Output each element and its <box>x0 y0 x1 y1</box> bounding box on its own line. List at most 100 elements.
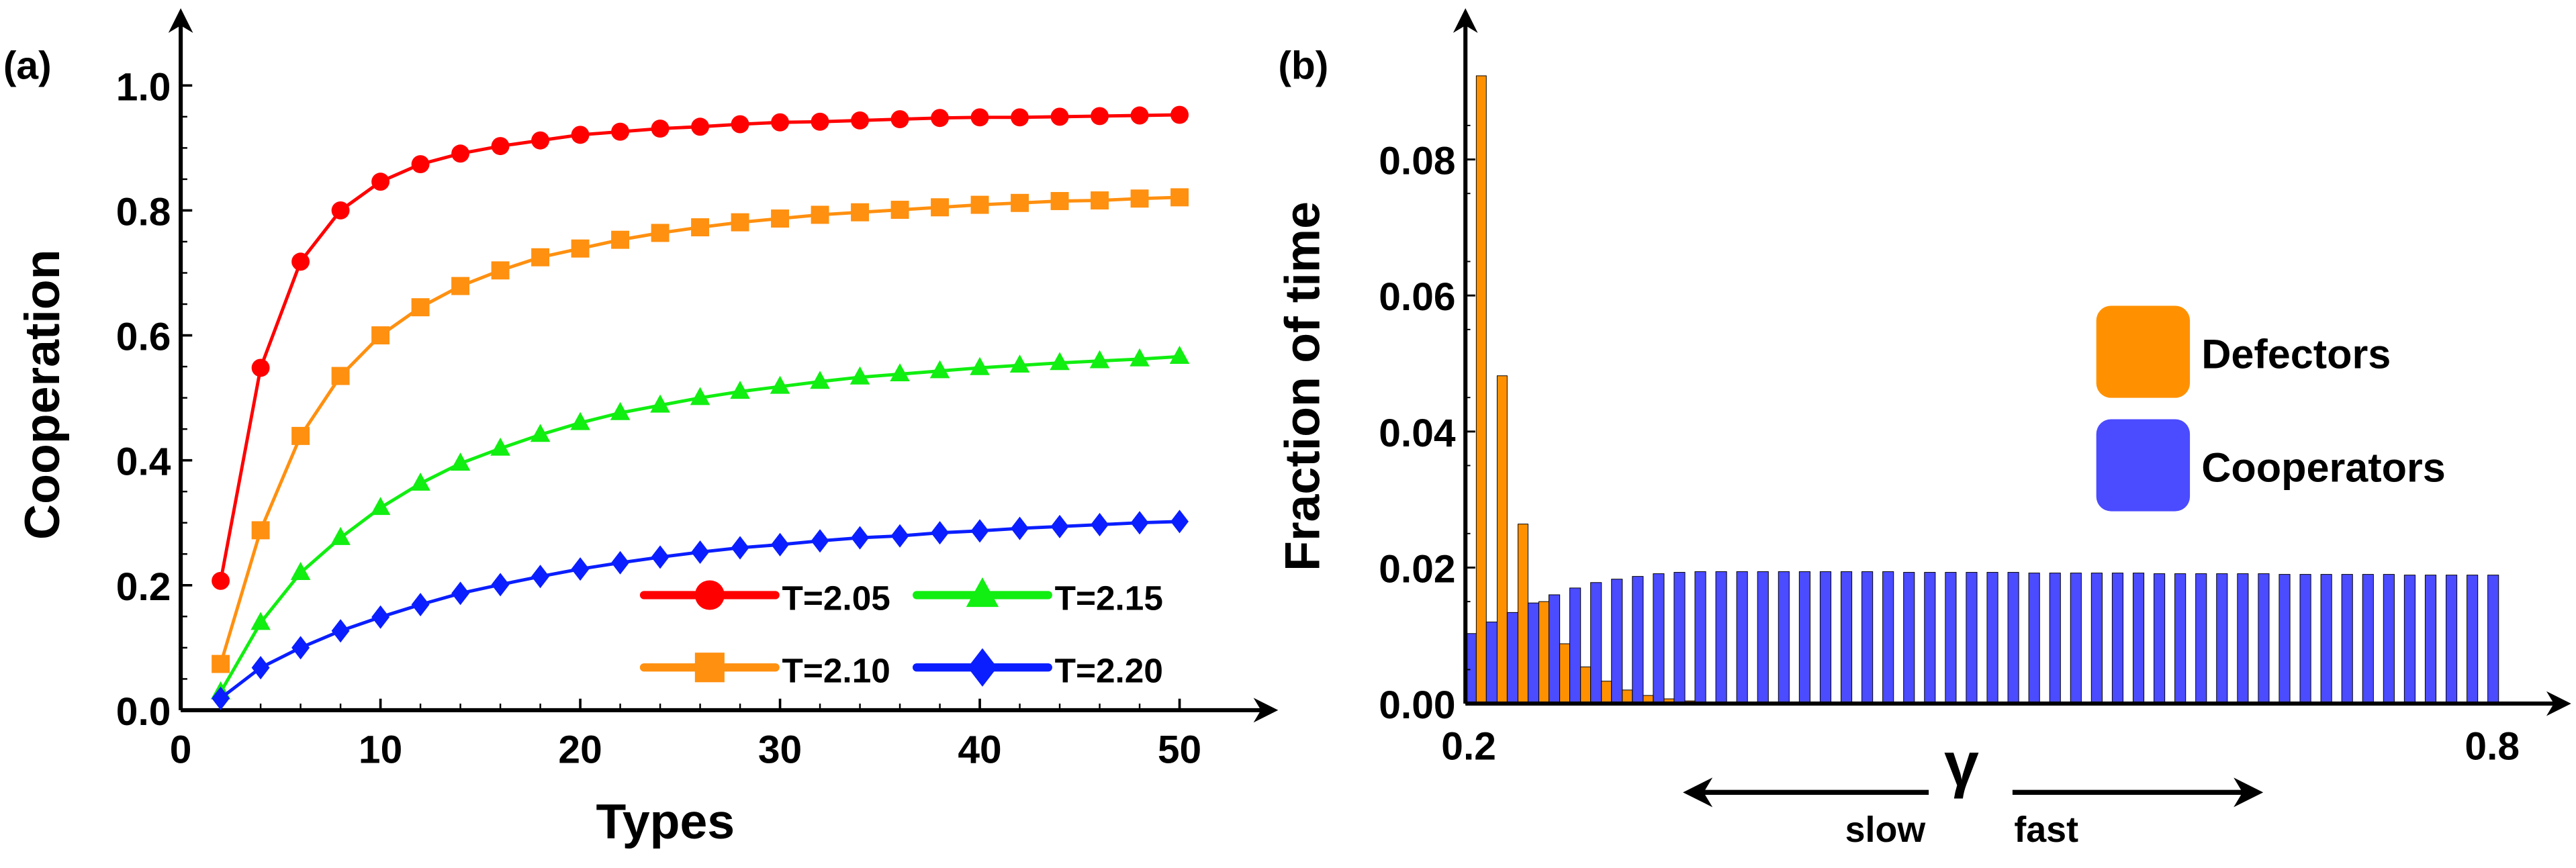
data-point <box>691 218 710 237</box>
data-point <box>1011 108 1029 127</box>
x-tick-label: 30 <box>758 728 802 771</box>
data-point <box>851 111 870 130</box>
legend: T=2.05 T=2.15 T=2.10 T=2.20 <box>639 577 1163 689</box>
data-point <box>570 412 590 430</box>
cooperators-bar <box>1694 571 1706 704</box>
panel-b-bar-chart: (b) Fraction of time γ slow fast 0.00 0.0… <box>1275 8 2571 850</box>
data-point <box>451 277 470 295</box>
data-point <box>530 424 551 442</box>
x-tick-label: 0 <box>170 728 192 771</box>
data-point <box>212 655 230 673</box>
data-point <box>810 371 830 389</box>
legend-label: Cooperators <box>2201 444 2446 490</box>
cooperators-bar <box>2237 573 2249 704</box>
data-point <box>251 358 270 377</box>
data-point <box>1170 105 1189 124</box>
cooperators-bar <box>1924 572 1936 704</box>
data-point <box>531 131 550 150</box>
data-point <box>1089 350 1110 369</box>
data-point <box>1130 189 1149 208</box>
y-tick-label: 0.0 <box>116 690 171 734</box>
data-point <box>291 252 310 271</box>
cooperators-bar <box>1966 572 1978 704</box>
data-point <box>251 521 270 540</box>
cooperators-bar <box>1632 576 1644 704</box>
cooperators-bar <box>1590 582 1602 704</box>
cooperators-bar <box>1485 622 1498 704</box>
data-point <box>451 581 470 606</box>
legend-marker-icon <box>694 580 725 610</box>
data-point <box>371 173 390 191</box>
data-point <box>731 213 749 232</box>
x-tick-label: 20 <box>558 728 602 771</box>
defectors-bar <box>1518 524 1528 704</box>
cooperators-bar <box>1840 571 1853 704</box>
data-point <box>731 115 749 134</box>
data-point <box>931 198 950 217</box>
data-point <box>251 656 270 680</box>
cooperators-bar <box>2154 573 2166 704</box>
data-point <box>410 472 430 491</box>
x-tick-label: 10 <box>359 728 402 771</box>
data-point <box>890 524 909 548</box>
data-point <box>291 426 310 445</box>
data-point <box>691 540 710 564</box>
data-point <box>491 261 510 280</box>
y-tick-label: 0.06 <box>1379 275 1455 319</box>
data-point <box>650 394 670 413</box>
data-point <box>291 636 310 660</box>
cooperators-bar <box>2028 573 2040 704</box>
data-point <box>811 529 829 553</box>
cooperators-bar <box>2279 574 2291 704</box>
y-tick-label: 0.04 <box>1379 412 1456 455</box>
data-point <box>250 612 271 630</box>
cooperators-bar <box>1673 572 1686 704</box>
cooperators-bar <box>1653 573 1665 704</box>
defectors-bar <box>1496 375 1508 704</box>
data-point <box>730 381 750 399</box>
data-point <box>1170 510 1189 534</box>
data-point <box>571 239 590 258</box>
cooperators-bar <box>2174 573 2187 704</box>
data-point <box>1091 107 1109 126</box>
cooperators-bar <box>2403 575 2416 704</box>
data-point <box>611 122 630 141</box>
cooperators-bar <box>2258 573 2270 704</box>
cooperators-bar <box>2362 574 2374 704</box>
data-point <box>890 201 909 219</box>
x-axis-title-gamma: γ <box>1944 730 1979 800</box>
legend-item: T=2.20 <box>912 648 1163 689</box>
data-point <box>491 573 510 597</box>
data-point <box>1091 513 1109 537</box>
cooperators-bar <box>1569 587 1581 704</box>
data-point <box>531 248 550 267</box>
cooperators-bar <box>1549 594 1561 704</box>
data-point <box>1170 188 1189 207</box>
legend-label: T=2.10 <box>782 650 890 689</box>
data-point <box>1050 192 1069 210</box>
cooperators-bar <box>2216 573 2228 704</box>
y-axis-title: Fraction of time <box>1275 201 1330 571</box>
data-point <box>610 401 631 420</box>
cooperators-bar <box>2445 575 2458 704</box>
legend-swatch <box>2096 419 2191 512</box>
panel-a-line-chart: (a) Types Cooperation 0 10 20 30 40 50 0.0 0.2 0… <box>3 8 1279 849</box>
data-point <box>651 545 670 569</box>
data-point <box>330 526 351 545</box>
cooperators-bar <box>2299 574 2311 704</box>
x-tick-label: 50 <box>1158 728 1201 771</box>
defectors-bar <box>1559 643 1571 704</box>
data-point <box>1130 348 1150 367</box>
series-line <box>219 113 1180 581</box>
cooperators-bar <box>2111 573 2124 704</box>
legend-item: Cooperators <box>2096 419 2446 512</box>
data-point <box>651 224 670 242</box>
cooperators-bar <box>1819 571 1832 704</box>
y-tick-label: 0.00 <box>1379 683 1455 727</box>
slow-annotation: slow <box>1845 810 1926 850</box>
data-point <box>731 536 749 560</box>
data-point <box>490 437 510 456</box>
y-tick-label: 0.08 <box>1379 140 1455 183</box>
legend-item: Defectors <box>2096 305 2391 398</box>
